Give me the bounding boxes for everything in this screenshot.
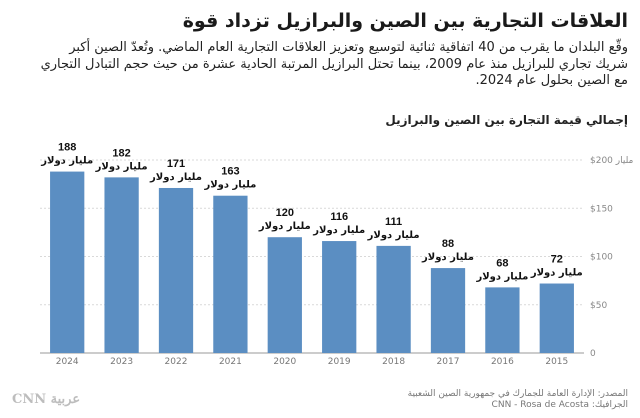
page-subtitle: وقّع البلدان ما يقرب من 40 اتفاقية ثنائي… (12, 40, 628, 90)
x-tick-label: 2022 (165, 357, 188, 367)
source-note: المصدر: الإدارة العامة للجمارك في جمهوري… (408, 389, 628, 411)
y-tick-label: 0 (590, 349, 596, 359)
data-label-unit: مليار دولار (40, 156, 93, 167)
chart-title: إجمالي قيمة التجارة بين الصين والبرازيل (385, 113, 628, 127)
data-label-unit: مليار دولار (258, 221, 311, 232)
bar (539, 283, 574, 353)
x-tick-label: 2024 (56, 357, 79, 367)
data-label-unit: مليار دولار (421, 252, 474, 263)
credit-text: الجرافيك: CNN - Rosa de Acosta (491, 400, 628, 410)
data-label-unit: مليار دولار (530, 268, 583, 279)
x-tick-label: 2021 (219, 357, 242, 367)
x-tick-label: 2020 (273, 357, 296, 367)
data-label-value: 72 (551, 254, 563, 266)
page-title: العلاقات التجارية بين الصين والبرازيل تز… (182, 10, 628, 32)
source-text: المصدر: الإدارة العامة للجمارك في جمهوري… (407, 389, 628, 399)
data-label-value: 116 (330, 211, 348, 223)
bar (158, 187, 194, 353)
bar (267, 237, 302, 353)
bar (430, 268, 466, 353)
y-tick-label: $50 (590, 301, 607, 311)
data-label-unit: مليار دولار (203, 180, 256, 191)
subtitle-line-1: وقّع البلدان ما يقرب من 40 اتفاقية ثنائي… (69, 40, 628, 55)
x-tick-label: 2016 (491, 357, 514, 367)
bar (485, 287, 520, 353)
data-label-unit: مليار دولار (367, 230, 420, 241)
data-label-value: 111 (385, 216, 402, 228)
bar (213, 195, 248, 353)
data-label-value: 68 (496, 257, 508, 269)
y-tick-label: $100 (590, 253, 613, 263)
data-label-unit: مليار دولار (312, 225, 365, 236)
x-tick-label: 2019 (328, 357, 351, 367)
cnn-logo: CNN عربية (12, 392, 81, 407)
data-label-value: 171 (167, 158, 185, 170)
y-tick-label: $200 مليار (590, 156, 634, 166)
bar (50, 171, 85, 353)
y-tick-label: $150 (590, 204, 613, 214)
x-tick-label: 2017 (437, 357, 460, 367)
data-label-value: 188 (58, 142, 76, 154)
bar (104, 177, 139, 353)
x-tick-label: 2023 (110, 357, 133, 367)
data-label-value: 88 (442, 238, 454, 250)
data-label-unit: مليار دولار (95, 161, 148, 172)
data-label-value: 120 (276, 207, 294, 219)
bar (376, 245, 411, 353)
data-label-value: 182 (112, 147, 130, 159)
bar (322, 241, 357, 353)
subtitle-line-2: شريك تجاري للبرازيل منذ عام 2009، بينما … (40, 56, 628, 72)
x-tick-label: 2018 (382, 357, 405, 367)
subtitle-line-3: مع الصين بحلول عام 2024. (475, 73, 628, 88)
data-label-unit: مليار دولار (475, 271, 528, 282)
x-tick-label: 2015 (545, 357, 568, 367)
data-label-value: 163 (221, 166, 239, 178)
data-label-unit: مليار دولار (149, 172, 202, 183)
